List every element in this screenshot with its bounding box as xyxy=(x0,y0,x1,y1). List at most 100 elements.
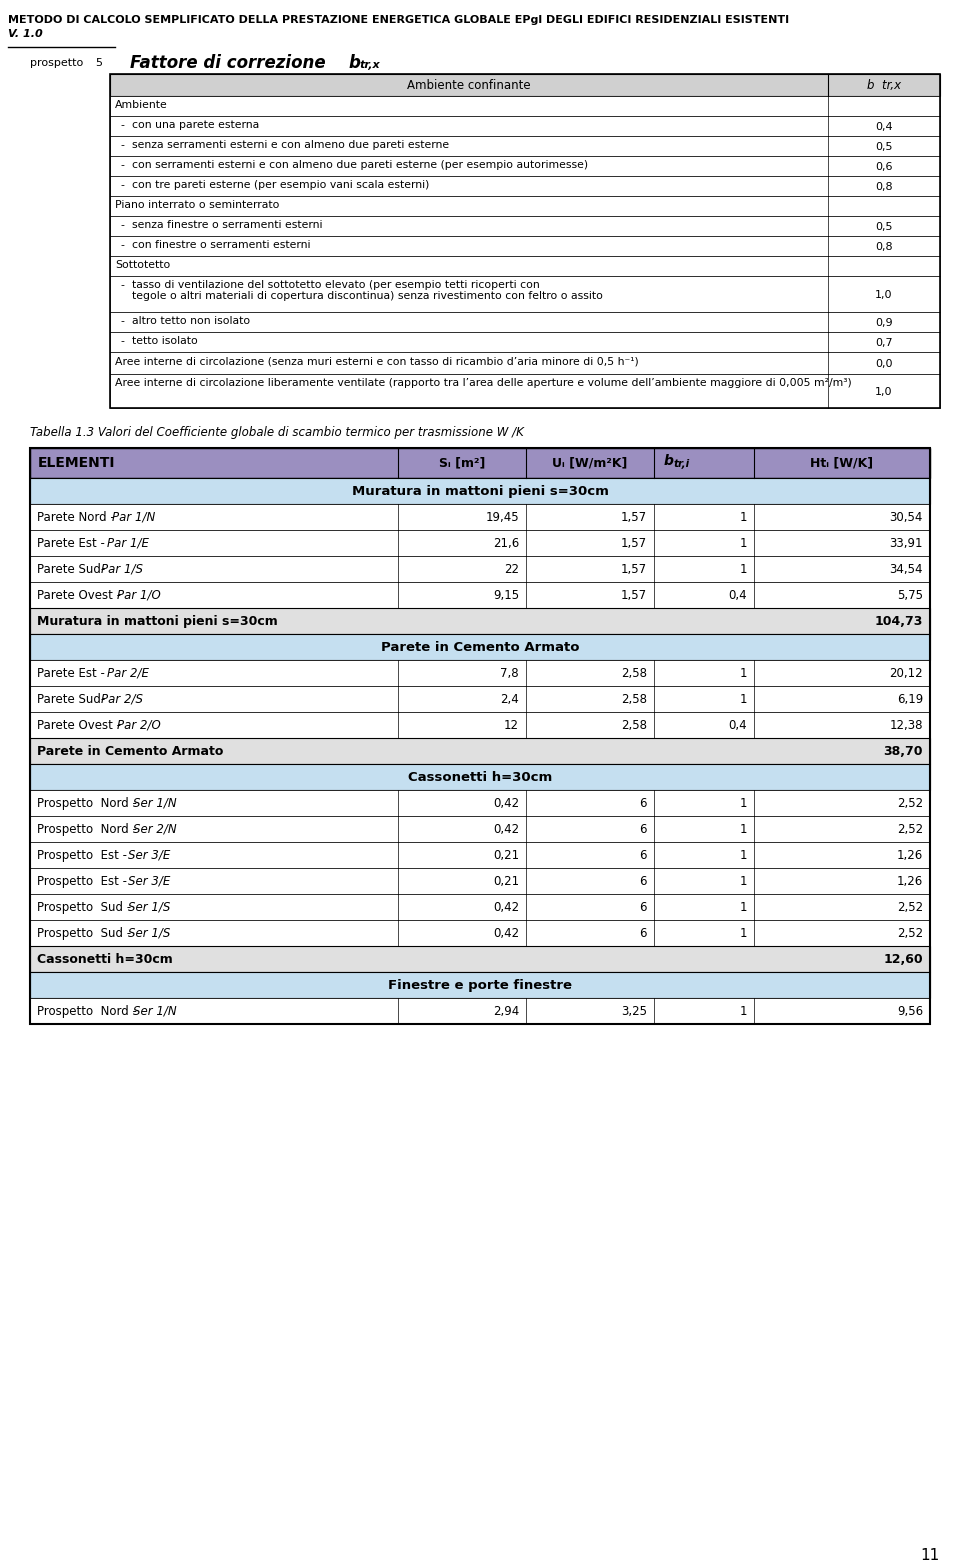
Bar xyxy=(30,448,930,1024)
Bar xyxy=(30,868,930,894)
Text: 12,60: 12,60 xyxy=(883,954,923,966)
Text: Ser 1/S: Ser 1/S xyxy=(128,927,170,940)
Text: 0,42: 0,42 xyxy=(492,900,519,915)
Text: 3,25: 3,25 xyxy=(621,1005,647,1018)
Text: Ser 2/N: Ser 2/N xyxy=(133,824,177,836)
Bar xyxy=(30,659,930,686)
Text: Htᵢ [W/K]: Htᵢ [W/K] xyxy=(810,456,874,468)
Bar xyxy=(30,919,930,946)
Text: 1: 1 xyxy=(739,927,747,940)
Bar xyxy=(30,894,930,919)
Text: 0,21: 0,21 xyxy=(492,849,519,861)
Bar xyxy=(110,352,940,374)
Text: senza finestre o serramenti esterni: senza finestre o serramenti esterni xyxy=(132,219,323,230)
Text: tr,i: tr,i xyxy=(674,459,690,468)
Text: 2,94: 2,94 xyxy=(492,1005,519,1018)
Bar xyxy=(30,686,930,713)
Bar xyxy=(110,175,940,196)
Text: 1: 1 xyxy=(739,849,747,861)
Bar xyxy=(30,583,930,608)
Text: Parete Sud-: Parete Sud- xyxy=(37,564,109,576)
Bar xyxy=(30,713,930,738)
Text: Ambiente confinante: Ambiente confinante xyxy=(407,78,531,92)
Text: Parete Nord -: Parete Nord - xyxy=(37,511,118,525)
Bar xyxy=(110,96,940,116)
Text: 0,9: 0,9 xyxy=(876,318,893,327)
Text: Cassonetti h=30cm: Cassonetti h=30cm xyxy=(37,954,173,966)
Text: V. 1.0: V. 1.0 xyxy=(8,30,43,39)
Bar xyxy=(110,332,940,352)
Bar xyxy=(30,529,930,556)
Text: 2,58: 2,58 xyxy=(621,719,647,731)
Text: Aree interne di circolazione (senza muri esterni e con tasso di ricambio d’aria : Aree interne di circolazione (senza muri… xyxy=(115,355,638,366)
Text: METODO DI CALCOLO SEMPLIFICATO DELLA PRESTAZIONE ENERGETICA GLOBALE EPgl DEGLI E: METODO DI CALCOLO SEMPLIFICATO DELLA PRE… xyxy=(8,16,789,25)
Bar xyxy=(30,946,930,972)
Bar xyxy=(110,236,940,255)
Text: 2,52: 2,52 xyxy=(897,824,923,836)
Text: Ambiente: Ambiente xyxy=(115,100,168,110)
Text: Par 1/N: Par 1/N xyxy=(112,511,156,525)
Bar xyxy=(30,556,930,583)
Text: 1: 1 xyxy=(739,900,747,915)
Text: 1: 1 xyxy=(739,797,747,810)
Text: 1,26: 1,26 xyxy=(897,875,923,888)
Text: 0,0: 0,0 xyxy=(876,359,893,370)
Bar xyxy=(110,74,940,96)
Bar xyxy=(30,608,930,634)
Text: 0,8: 0,8 xyxy=(876,182,893,193)
Text: Uᵢ [W/m²K]: Uᵢ [W/m²K] xyxy=(552,456,628,468)
Text: 0,42: 0,42 xyxy=(492,797,519,810)
Text: 1: 1 xyxy=(739,537,747,550)
Text: Par 1/S: Par 1/S xyxy=(101,564,143,576)
Text: 1: 1 xyxy=(739,511,747,525)
Text: 1,57: 1,57 xyxy=(621,511,647,525)
Text: 6: 6 xyxy=(639,849,647,861)
Text: 0,42: 0,42 xyxy=(492,927,519,940)
Text: 0,4: 0,4 xyxy=(876,122,893,132)
Text: Prospetto  Sud -: Prospetto Sud - xyxy=(37,927,134,940)
Text: 0,4: 0,4 xyxy=(729,589,747,601)
Text: Ser 3/E: Ser 3/E xyxy=(128,849,170,861)
Text: b: b xyxy=(664,454,674,468)
Text: 6,19: 6,19 xyxy=(897,694,923,706)
Text: Ser 1/N: Ser 1/N xyxy=(133,797,177,810)
Text: 7,8: 7,8 xyxy=(500,667,519,680)
Text: con serramenti esterni e con almeno due pareti esterne (per esempio autorimesse): con serramenti esterni e con almeno due … xyxy=(132,160,588,171)
Text: 2,52: 2,52 xyxy=(897,900,923,915)
Text: senza serramenti esterni e con almeno due pareti esterne: senza serramenti esterni e con almeno du… xyxy=(132,139,449,150)
Bar xyxy=(30,972,930,998)
Text: 0,7: 0,7 xyxy=(876,338,893,348)
Text: Parete in Cemento Armato: Parete in Cemento Armato xyxy=(37,745,224,758)
Text: Tabella 1.3 Valori del Coefficiente globale di scambio termico per trasmissione : Tabella 1.3 Valori del Coefficiente glob… xyxy=(30,426,524,438)
Text: 6: 6 xyxy=(639,875,647,888)
Bar xyxy=(30,634,930,659)
Bar xyxy=(110,196,940,216)
Text: -: - xyxy=(120,139,124,150)
Text: -: - xyxy=(120,180,124,189)
Text: prospetto: prospetto xyxy=(30,58,84,67)
Text: 5: 5 xyxy=(95,58,102,67)
Text: Prospetto  Nord -: Prospetto Nord - xyxy=(37,824,140,836)
Text: 6: 6 xyxy=(639,797,647,810)
Text: 0,5: 0,5 xyxy=(876,143,893,152)
Text: Ser 1/N: Ser 1/N xyxy=(133,1005,177,1018)
Bar xyxy=(30,816,930,843)
Text: Prospetto  Nord -: Prospetto Nord - xyxy=(37,1005,140,1018)
Bar xyxy=(110,276,940,312)
Text: Aree interne di circolazione liberamente ventilate (rapporto tra l’area delle ap: Aree interne di circolazione liberamente… xyxy=(115,377,852,388)
Bar xyxy=(30,764,930,789)
Text: con tre pareti esterne (per esempio vani scala esterni): con tre pareti esterne (per esempio vani… xyxy=(132,180,429,189)
Text: 34,54: 34,54 xyxy=(890,564,923,576)
Text: -: - xyxy=(120,219,124,230)
Text: b  tr,x: b tr,x xyxy=(867,78,901,92)
Text: -: - xyxy=(120,160,124,171)
Text: Parete Ovest -: Parete Ovest - xyxy=(37,589,125,601)
Text: Fattore di correzione: Fattore di correzione xyxy=(130,53,331,72)
Bar xyxy=(110,74,940,409)
Bar xyxy=(30,738,930,764)
Bar xyxy=(110,157,940,175)
Text: 9,15: 9,15 xyxy=(492,589,519,601)
Text: Parete Sud-: Parete Sud- xyxy=(37,694,109,706)
Text: -: - xyxy=(120,316,124,326)
Text: tetto isolato: tetto isolato xyxy=(132,337,198,346)
